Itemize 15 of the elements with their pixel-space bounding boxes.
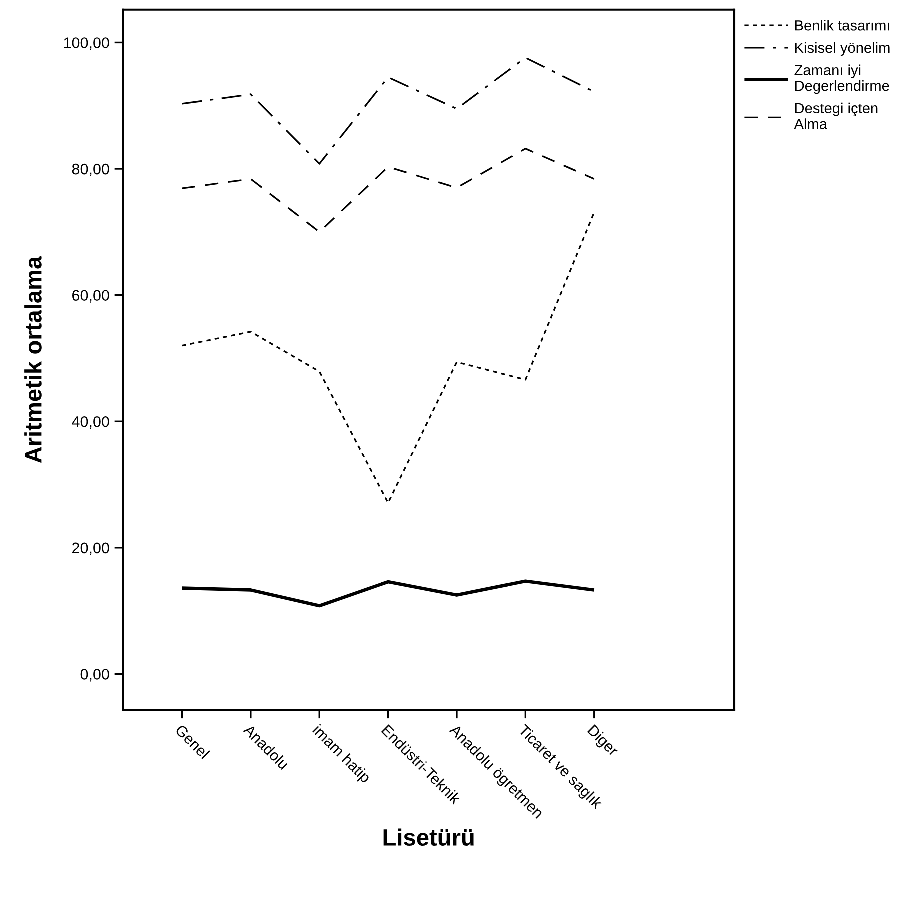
legend-label: Benlik tasarımı [795,20,890,31]
line-series [181,148,596,234]
y-tick-label: 60,00 [72,290,110,303]
x-axis-title: Lisetürü [384,828,474,846]
y-tick-label: 0,00 [80,669,110,682]
legend-label: Kisisel yönelim [795,42,890,56]
legend-label: Destegi içten Alma [794,102,878,130]
line-series [180,580,596,608]
y-tick-label: 40,00 [72,416,110,430]
y-tick-label: 80,00 [72,164,110,177]
legend-label: Zamanı iyi Degerlendirme [794,64,890,94]
y-tick-label: 20,00 [72,542,110,556]
line-series [181,212,596,504]
y-axis-title: Aritmetik ortalama [24,256,42,464]
y-tick-label: 100,00 [64,38,110,50]
